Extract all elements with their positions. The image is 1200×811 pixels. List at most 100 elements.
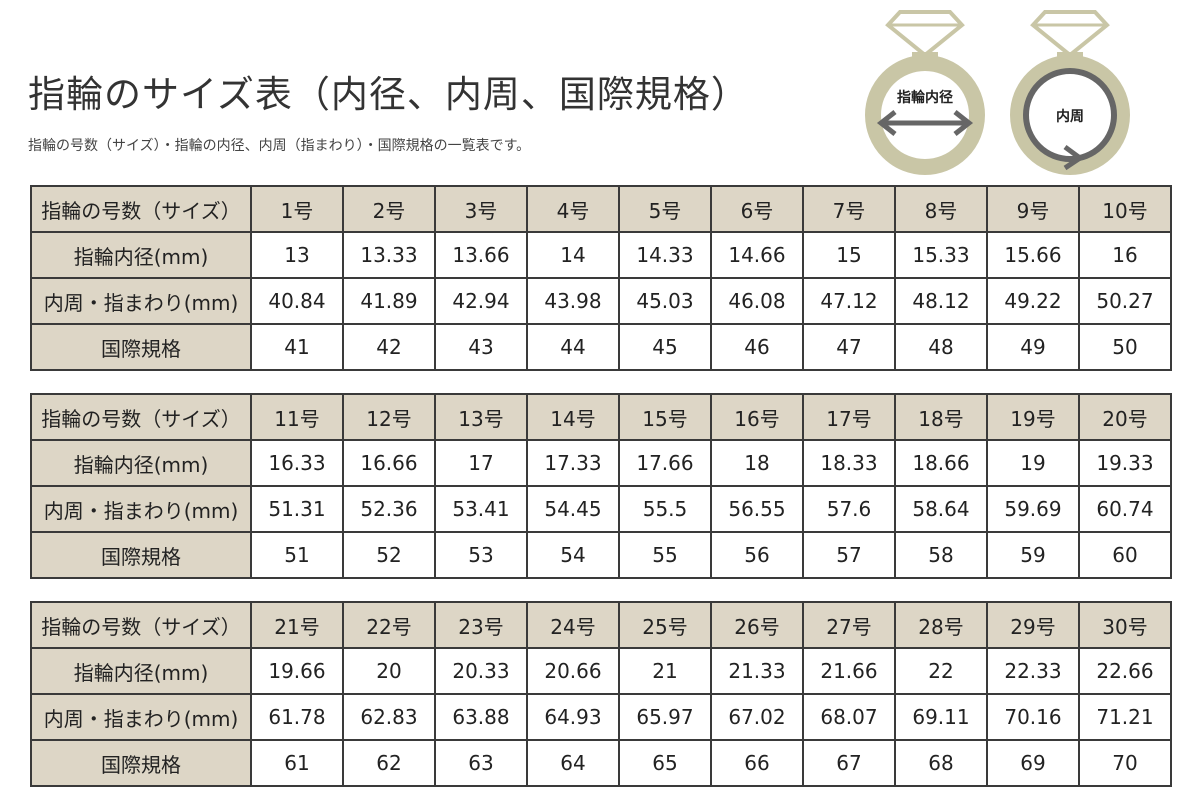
size-header-cell: 23号	[434, 601, 528, 649]
row-label: 指輪内径(mm)	[30, 231, 252, 279]
size-header-cell: 14号	[526, 393, 620, 441]
size-header-cell: 29号	[986, 601, 1080, 649]
table-cell: 67.02	[710, 693, 804, 741]
international-row: 国際規格 41 42 43 44 45 46 47 48 49 50	[30, 323, 1172, 371]
table-cell: 68	[894, 739, 988, 787]
table-cell: 15.66	[986, 231, 1080, 279]
size-header-cell: 17号	[802, 393, 896, 441]
size-header-cell: 25号	[618, 601, 712, 649]
table-cell: 22	[894, 647, 988, 695]
table-cell: 21.33	[710, 647, 804, 695]
size-row: 指輪の号数（サイズ） 1号 2号 3号 4号 5号 6号 7号 8号 9号 10号	[30, 185, 1172, 233]
size-header-cell: 7号	[802, 185, 896, 233]
table-cell: 20.66	[526, 647, 620, 695]
table-cell: 71.21	[1078, 693, 1172, 741]
table-cell: 46.08	[710, 277, 804, 325]
table-cell: 54.45	[526, 485, 620, 533]
page-title: 指輪のサイズ表（内径、内周、国際規格）	[28, 73, 749, 116]
table-cell: 50.27	[1078, 277, 1172, 325]
size-header-cell: 24号	[526, 601, 620, 649]
table-cell: 70.16	[986, 693, 1080, 741]
circumference-row: 内周・指まわり(mm) 51.31 52.36 53.41 54.45 55.5 56.55…	[30, 485, 1172, 533]
size-header-cell: 27号	[802, 601, 896, 649]
table-cell: 69	[986, 739, 1080, 787]
table-cell: 52.36	[342, 485, 436, 533]
size-header-cell: 4号	[526, 185, 620, 233]
size-header-cell: 28号	[894, 601, 988, 649]
table-cell: 57	[802, 531, 896, 579]
size-header-cell: 8号	[894, 185, 988, 233]
table-cell: 21.66	[802, 647, 896, 695]
table-cell: 59	[986, 531, 1080, 579]
circumference-label: 内周	[1056, 108, 1084, 125]
table-cell: 57.6	[802, 485, 896, 533]
table-cell: 16.66	[342, 439, 436, 487]
table-cell: 60	[1078, 531, 1172, 579]
table-cell: 65	[618, 739, 712, 787]
table-cell: 68.07	[802, 693, 896, 741]
table-cell: 43.98	[526, 277, 620, 325]
table-cell: 49	[986, 323, 1080, 371]
table-cell: 41.89	[342, 277, 436, 325]
size-header-cell: 15号	[618, 393, 712, 441]
table-cell: 51	[250, 531, 344, 579]
table-cell: 22.33	[986, 647, 1080, 695]
page-subtitle: 指輪の号数（サイズ）・指輪の内径、内周（指まわり）・国際規格の一覧表です。	[28, 138, 531, 154]
table-cell: 55	[618, 531, 712, 579]
row-label: 内周・指まわり(mm)	[30, 485, 252, 533]
table-cell: 19	[986, 439, 1080, 487]
ring-diameter-icon: 指輪内径	[865, 10, 985, 175]
table-cell: 64.93	[526, 693, 620, 741]
row-label: 指輪内径(mm)	[30, 439, 252, 487]
table-cell: 47.12	[802, 277, 896, 325]
table-cell: 47	[802, 323, 896, 371]
size-header-cell: 19号	[986, 393, 1080, 441]
table-cell: 14	[526, 231, 620, 279]
table-cell: 53	[434, 531, 528, 579]
row-label: 指輪内径(mm)	[30, 647, 252, 695]
table-cell: 64	[526, 739, 620, 787]
table-cell: 66	[710, 739, 804, 787]
table-cell: 48.12	[894, 277, 988, 325]
table-cell: 18	[710, 439, 804, 487]
size-header-cell: 11号	[250, 393, 344, 441]
table-cell: 41	[250, 323, 344, 371]
size-header-cell: 3号	[434, 185, 528, 233]
size-header-cell: 18号	[894, 393, 988, 441]
circumference-row: 内周・指まわり(mm) 61.78 62.83 63.88 64.93 65.97 67.0…	[30, 693, 1172, 741]
size-row: 指輪の号数（サイズ） 11号 12号 13号 14号 15号 16号 17号 18号 19号 20号	[30, 393, 1172, 441]
table-cell: 19.33	[1078, 439, 1172, 487]
table-cell: 15	[802, 231, 896, 279]
size-header-cell: 20号	[1078, 393, 1172, 441]
table-cell: 59.69	[986, 485, 1080, 533]
table-cell: 60.74	[1078, 485, 1172, 533]
size-header-cell: 21号	[250, 601, 344, 649]
table-cell: 53.41	[434, 485, 528, 533]
table-cell: 63.88	[434, 693, 528, 741]
table-cell: 70	[1078, 739, 1172, 787]
table-cell: 54	[526, 531, 620, 579]
international-row: 国際規格 61 62 63 64 65 66 67 68 69 70	[30, 739, 1172, 787]
table-cell: 17.33	[526, 439, 620, 487]
size-header-cell: 16号	[710, 393, 804, 441]
table-cell: 61.78	[250, 693, 344, 741]
table-cell: 14.33	[618, 231, 712, 279]
table-cell: 13.33	[342, 231, 436, 279]
table-cell: 62	[342, 739, 436, 787]
table-cell: 67	[802, 739, 896, 787]
table-cell: 69.11	[894, 693, 988, 741]
table-cell: 46	[710, 323, 804, 371]
table-cell: 43	[434, 323, 528, 371]
international-row: 国際規格 51 52 53 54 55 56 57 58 59 60	[30, 531, 1172, 579]
table-cell: 63	[434, 739, 528, 787]
row-label: 国際規格	[30, 531, 252, 579]
size-header-cell: 6号	[710, 185, 804, 233]
diameter-row: 指輪内径(mm) 16.33 16.66 17 17.33 17.66 18 18.33 18.…	[30, 439, 1172, 487]
table-cell: 48	[894, 323, 988, 371]
table-cell: 42	[342, 323, 436, 371]
table-cell: 16	[1078, 231, 1172, 279]
size-header-cell: 9号	[986, 185, 1080, 233]
inner-diameter-label: 指輪内径	[897, 89, 953, 106]
diameter-row: 指輪内径(mm) 19.66 20 20.33 20.66 21 21.33 21.66 22 2…	[30, 647, 1172, 695]
row-label: 国際規格	[30, 323, 252, 371]
